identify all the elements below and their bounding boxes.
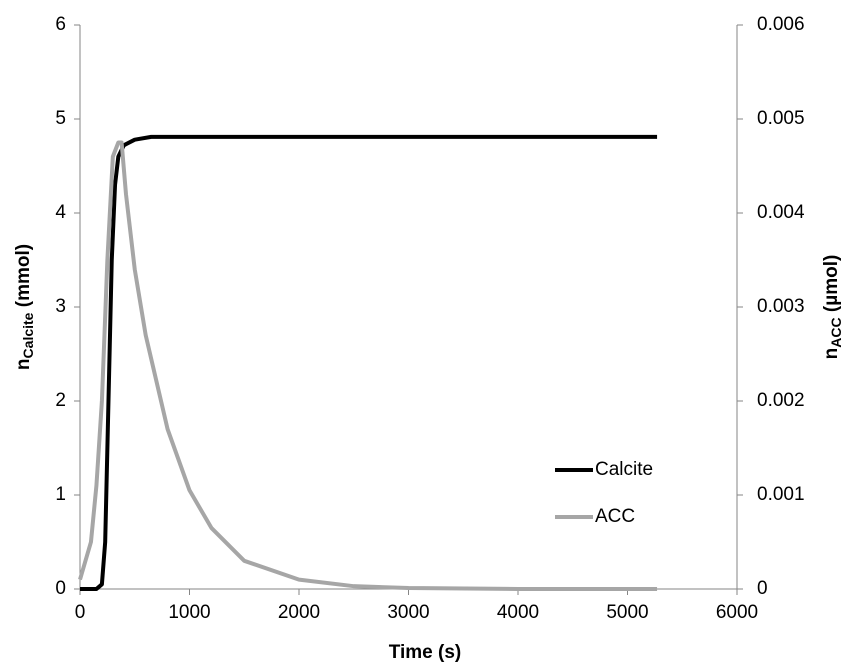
x-tick-label: 4000 <box>497 602 539 623</box>
y2-tick-label: 0.006 <box>757 14 805 35</box>
y2-tick-label: 0.002 <box>757 390 805 411</box>
y2-label-sub: ACC <box>828 317 844 347</box>
y-label-sub: Calcite <box>20 312 36 358</box>
y2-tick-label: 0.005 <box>757 108 805 129</box>
y2-label-unit: (µmol) <box>821 255 842 318</box>
x-tick-label: 5000 <box>606 602 648 623</box>
y-label-main: n <box>13 358 34 370</box>
y2-tick-label: 0 <box>757 578 768 599</box>
y-axis-label: nCalcite (mmol) <box>13 244 36 370</box>
x-tick-label: 0 <box>75 602 86 623</box>
y2-tick-label: 0.004 <box>757 202 805 223</box>
x-tick-label: 2000 <box>278 602 320 623</box>
data-line <box>78 140 658 591</box>
y-tick-label: 0 <box>55 578 66 599</box>
y2-label-main: n <box>821 348 842 360</box>
x-tick-label: 1000 <box>168 602 210 623</box>
y2-axis-label: nACC (µmol) <box>821 255 844 360</box>
y-tick-label: 4 <box>55 202 66 223</box>
y-tick-label: 3 <box>55 296 66 317</box>
x-tick-label: 3000 <box>387 602 429 623</box>
y2-tick-label: 0.003 <box>757 296 805 317</box>
legend-label: Calcite <box>595 459 653 480</box>
y-tick-label: 6 <box>55 14 66 35</box>
y-tick-label: 1 <box>55 484 66 505</box>
data-line <box>80 134 658 591</box>
x-tick-label: 6000 <box>716 602 758 623</box>
y-tick-label: 2 <box>55 390 66 411</box>
legend-label: ACC <box>595 506 635 527</box>
x-axis-label: Time (s) <box>389 642 462 663</box>
y-tick-label: 5 <box>55 108 66 129</box>
y2-tick-label: 0.001 <box>757 484 805 505</box>
y-label-unit: (mmol) <box>13 244 34 313</box>
